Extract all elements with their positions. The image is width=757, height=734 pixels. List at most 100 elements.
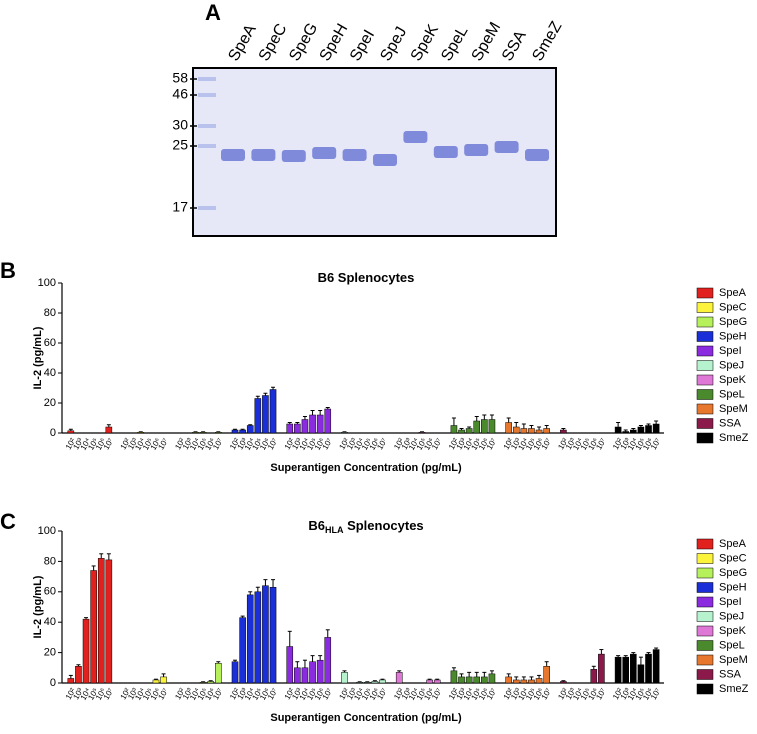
legend-swatch: [696, 567, 714, 579]
bar: [614, 426, 622, 434]
bar: [82, 618, 90, 684]
legend-label: SmeZ: [719, 683, 749, 695]
y-tick-label: 60: [44, 586, 56, 598]
legend-swatch: [696, 669, 714, 680]
bar: [590, 669, 598, 684]
legend-swatch: [696, 287, 714, 299]
y-axis-label: IL-2 (pg/mL): [32, 326, 44, 389]
x-tick-label: 10⁷: [375, 436, 389, 451]
x-axis-label: Superantigen Concentration (pg/mL): [270, 462, 462, 474]
bar: [458, 429, 465, 434]
bar: [363, 681, 371, 684]
lane-label: SpeG: [286, 20, 321, 64]
lane-label: SpeA: [225, 21, 259, 64]
bar: [395, 672, 403, 684]
marker-label: 30: [172, 117, 188, 133]
x-tick-label: 10⁷: [540, 436, 554, 451]
bar: [481, 676, 488, 684]
x-tick-label: 10⁷: [430, 686, 444, 701]
bar: [262, 395, 269, 434]
lane-label: SmeZ: [529, 18, 565, 64]
legend-label: SpeI: [719, 345, 742, 357]
gel-band: [373, 154, 397, 166]
x-tick-label: 10⁷: [649, 686, 663, 701]
bar: [324, 637, 332, 684]
bar: [426, 679, 433, 684]
y-tick-label: 20: [44, 647, 56, 659]
marker-label: 58: [172, 70, 188, 86]
lane-label: SpeJ: [377, 24, 410, 64]
legend-label: SpeK: [719, 374, 747, 386]
legend-swatch: [696, 538, 714, 550]
bar: [215, 432, 222, 434]
bar: [192, 432, 199, 434]
x-tick-label: 10⁷: [540, 686, 554, 701]
gel-band: [312, 147, 337, 159]
bar: [528, 428, 535, 434]
bar: [199, 432, 207, 434]
y-tick-label: 100: [38, 525, 56, 537]
panel-label: B: [0, 258, 16, 283]
bar: [341, 432, 348, 434]
bar: [465, 676, 473, 684]
bar: [473, 420, 481, 434]
legend-swatch: [696, 331, 714, 342]
bar: [246, 425, 254, 434]
lane-label: SSA: [499, 28, 530, 65]
bar: [535, 678, 543, 684]
title-part: B6: [308, 518, 325, 533]
x-tick-label: 10⁷: [156, 436, 170, 451]
bar: [622, 656, 630, 684]
ladder-band: [198, 206, 216, 210]
bar: [294, 667, 301, 684]
legend-label: SpeK: [719, 625, 747, 637]
bar: [67, 678, 75, 684]
gel-band: [251, 149, 276, 161]
legend-swatch: [696, 683, 714, 695]
bar: [316, 414, 324, 434]
legend-swatch: [696, 432, 714, 444]
legend-swatch: [696, 360, 714, 371]
legend-label: SpeJ: [719, 359, 744, 371]
bar: [520, 679, 528, 684]
lane-label: SpeC: [256, 21, 291, 64]
bar: [535, 429, 543, 434]
x-tick-label: 10⁷: [266, 436, 280, 451]
ladder-band: [198, 124, 216, 128]
bar: [379, 679, 386, 684]
bar: [254, 591, 262, 684]
marker-label: 46: [172, 86, 188, 102]
legend-swatch: [696, 389, 714, 400]
y-tick-label: 80: [44, 307, 56, 319]
legend-swatch: [696, 418, 714, 429]
legend-swatch: [696, 403, 714, 415]
gel-band: [403, 131, 428, 143]
marker-label: 25: [172, 137, 188, 153]
legend-swatch: [696, 625, 714, 637]
legend-label: SpeH: [719, 581, 747, 593]
y-axis-label: IL-2 (pg/mL): [32, 575, 44, 638]
bar: [105, 426, 113, 434]
bar: [520, 428, 528, 434]
bar: [286, 423, 294, 434]
bar: [543, 666, 550, 684]
legend-swatch: [696, 611, 714, 622]
bar: [67, 430, 75, 434]
bar: [160, 676, 167, 684]
legend-label: SpeC: [719, 552, 747, 564]
bar: [246, 594, 254, 684]
bar: [207, 681, 214, 684]
bar: [231, 661, 239, 684]
ladder-band: [198, 77, 216, 81]
bar: [652, 423, 660, 434]
legend-label: SpeM: [719, 403, 748, 415]
bar: [316, 659, 324, 684]
title-part: Splenocytes: [343, 518, 423, 533]
bar: [371, 681, 379, 684]
bar: [512, 426, 520, 434]
gel-band: [342, 149, 367, 161]
legend-label: SpeC: [719, 301, 747, 313]
lane-label: SpeH: [317, 21, 352, 64]
legend-label: SSA: [719, 417, 742, 429]
